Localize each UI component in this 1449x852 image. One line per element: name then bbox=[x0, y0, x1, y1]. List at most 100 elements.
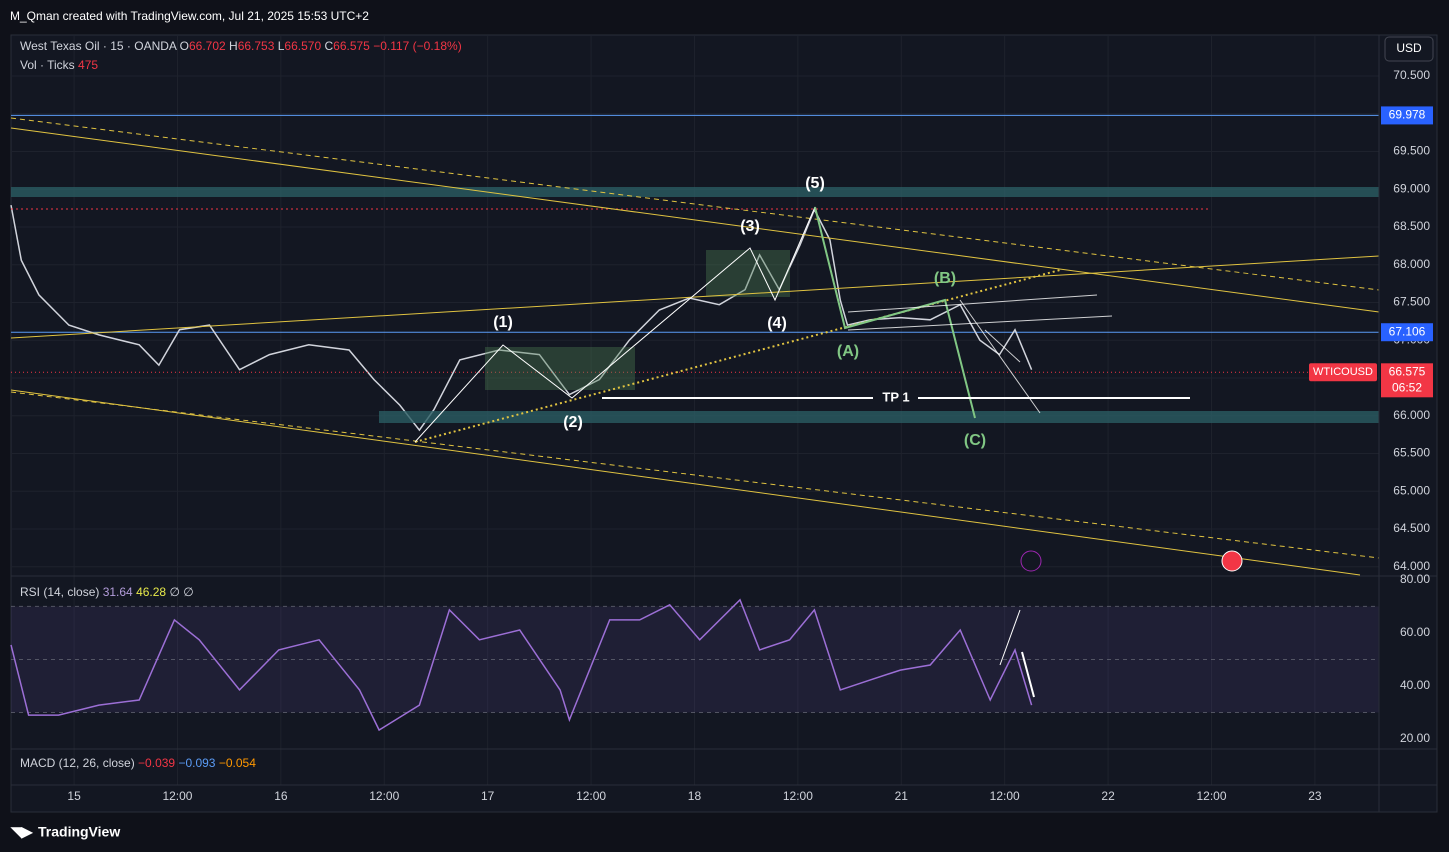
pane bbox=[10, 36, 1379, 785]
zone bbox=[11, 187, 1379, 197]
indicator-value: 46.28 bbox=[136, 585, 167, 599]
channel-line bbox=[847, 294, 1098, 313]
ohlc: O66.702 H66.753 L66.570 C66.575 bbox=[180, 39, 374, 53]
y-tick-label: 60.00 bbox=[1400, 625, 1430, 639]
box bbox=[706, 250, 790, 297]
x-tick-label: 12:00 bbox=[1196, 789, 1226, 803]
wave-label: (3) bbox=[740, 218, 760, 235]
change: −0.117 (−0.18%) bbox=[373, 39, 462, 53]
ohlc-key: H bbox=[229, 39, 238, 53]
indicator-name[interactable]: Vol · Ticks bbox=[20, 58, 75, 72]
x-tick-label: 17 bbox=[481, 789, 495, 803]
y-tick-label: 20.00 bbox=[1400, 731, 1430, 745]
wave-label: (B) bbox=[934, 270, 956, 287]
channel-line bbox=[984, 329, 1021, 363]
x-tick-label: 12:00 bbox=[990, 789, 1020, 803]
indicator-value: −0.039 bbox=[138, 756, 176, 770]
box bbox=[485, 347, 635, 390]
y-tick-label: 68.000 bbox=[1393, 257, 1430, 271]
symbol-badge-label: WTICOUSD bbox=[1313, 366, 1373, 378]
rsi-legend: RSI (14, close) 31.64 46.28 ∅ ∅ bbox=[20, 585, 194, 599]
price-badge-label: 69.978 bbox=[1389, 108, 1426, 122]
volume-legend: Vol · Ticks 475 bbox=[20, 58, 98, 72]
ohlc-key: L bbox=[277, 39, 285, 53]
legend: West Texas Oil · 15 · OANDA O66.702 H66.… bbox=[20, 39, 462, 53]
drawings: TP 1 (1) (2) (3) (4) (5) (A) (B) (C) bbox=[10, 117, 1380, 698]
macd-legend: MACD (12, 26, close) −0.039 −0.093 −0.05… bbox=[20, 756, 256, 770]
countdown: 06:52 bbox=[1392, 380, 1422, 394]
trend-line bbox=[10, 117, 1380, 291]
indicator-name[interactable]: MACD (12, 26, close) bbox=[20, 756, 135, 770]
event-icon[interactable] bbox=[1221, 550, 1243, 572]
y-tick-label: 69.000 bbox=[1393, 181, 1430, 195]
currency[interactable]: USD bbox=[1396, 41, 1422, 55]
event-icon[interactable] bbox=[1020, 550, 1042, 572]
y-tick-label: 66.000 bbox=[1393, 408, 1430, 422]
channel-line bbox=[847, 315, 1113, 331]
x-tick-label: 21 bbox=[895, 789, 909, 803]
wave-line bbox=[814, 206, 976, 419]
y-tick-label: 67.500 bbox=[1393, 295, 1430, 309]
brand: TradingView bbox=[38, 824, 120, 840]
trend-line bbox=[414, 269, 1061, 443]
price-badge-label: 67.106 bbox=[1389, 324, 1426, 338]
ohlc-value: 66.570 bbox=[284, 39, 322, 53]
x-tick-label: 15 bbox=[67, 789, 81, 803]
ohlc-value: 66.702 bbox=[188, 39, 226, 53]
y-tick-label: 64.500 bbox=[1393, 521, 1430, 535]
wave-line bbox=[414, 206, 816, 443]
y-tick-label: 68.500 bbox=[1393, 219, 1430, 233]
chart-area bbox=[10, 34, 1438, 813]
indicator-value: 475 bbox=[78, 58, 99, 72]
currency-button[interactable] bbox=[1384, 36, 1434, 62]
y-tick-label: 70.500 bbox=[1393, 68, 1430, 82]
trend-line bbox=[10, 255, 1380, 339]
target-label: TP 1 bbox=[882, 389, 909, 404]
credit: M_Qman created with TradingView.com, Jul… bbox=[10, 9, 369, 23]
zone bbox=[379, 411, 1379, 423]
x-tick-label: 12:00 bbox=[783, 789, 813, 803]
ohlc-key: C bbox=[324, 39, 334, 53]
y-tick-label: 80.00 bbox=[1400, 572, 1430, 586]
x-tick-label: 12:00 bbox=[576, 789, 606, 803]
x-tick-label: 12:00 bbox=[369, 789, 399, 803]
x-tick-label: 23 bbox=[1308, 789, 1322, 803]
series-line bbox=[10, 598, 1033, 732]
y-tick-label: 69.500 bbox=[1393, 144, 1430, 158]
x-tick-label: 22 bbox=[1101, 789, 1115, 803]
wave-label: (1) bbox=[493, 314, 513, 331]
ohlc-value: 66.753 bbox=[237, 39, 275, 53]
pane bbox=[10, 598, 1379, 732]
price-badge-label: 66.575 bbox=[1389, 364, 1426, 378]
price-badge bbox=[1381, 323, 1433, 342]
x-tick-label: 18 bbox=[688, 789, 702, 803]
wave-label: (4) bbox=[767, 315, 787, 332]
wave-label: (5) bbox=[805, 175, 825, 192]
indicator-value: −0.093 bbox=[178, 756, 216, 770]
ohlc-value: 66.575 bbox=[333, 39, 370, 53]
y-tick-label: 65.000 bbox=[1393, 483, 1430, 497]
wave-label: (2) bbox=[563, 414, 583, 431]
x-tick-label: 12:00 bbox=[162, 789, 192, 803]
indicator-value: ∅ bbox=[169, 585, 180, 599]
rsi-line bbox=[999, 609, 1021, 666]
indicator-value: ∅ bbox=[183, 585, 194, 599]
y-tick-label: 65.500 bbox=[1393, 446, 1430, 460]
indicator-name[interactable]: RSI (14, close) bbox=[20, 585, 100, 599]
symbol-badge bbox=[1309, 363, 1377, 382]
y-tick-label: 40.00 bbox=[1400, 678, 1430, 692]
indicator-value: 31.64 bbox=[102, 585, 133, 599]
price-badge bbox=[1381, 106, 1433, 125]
ohlc-key: O bbox=[179, 39, 189, 53]
trend-line bbox=[10, 127, 1380, 313]
price-badge bbox=[1381, 363, 1433, 398]
x-tick-label: 16 bbox=[274, 789, 288, 803]
symbol[interactable]: West Texas Oil · 15 · OANDA bbox=[20, 39, 177, 53]
y-tick-label: 64.000 bbox=[1393, 559, 1430, 573]
brand-logo: ◥▶ bbox=[10, 824, 34, 840]
indicator-value: −0.054 bbox=[218, 756, 256, 770]
wave-label: (C) bbox=[964, 432, 986, 449]
trend-line bbox=[10, 391, 1380, 559]
